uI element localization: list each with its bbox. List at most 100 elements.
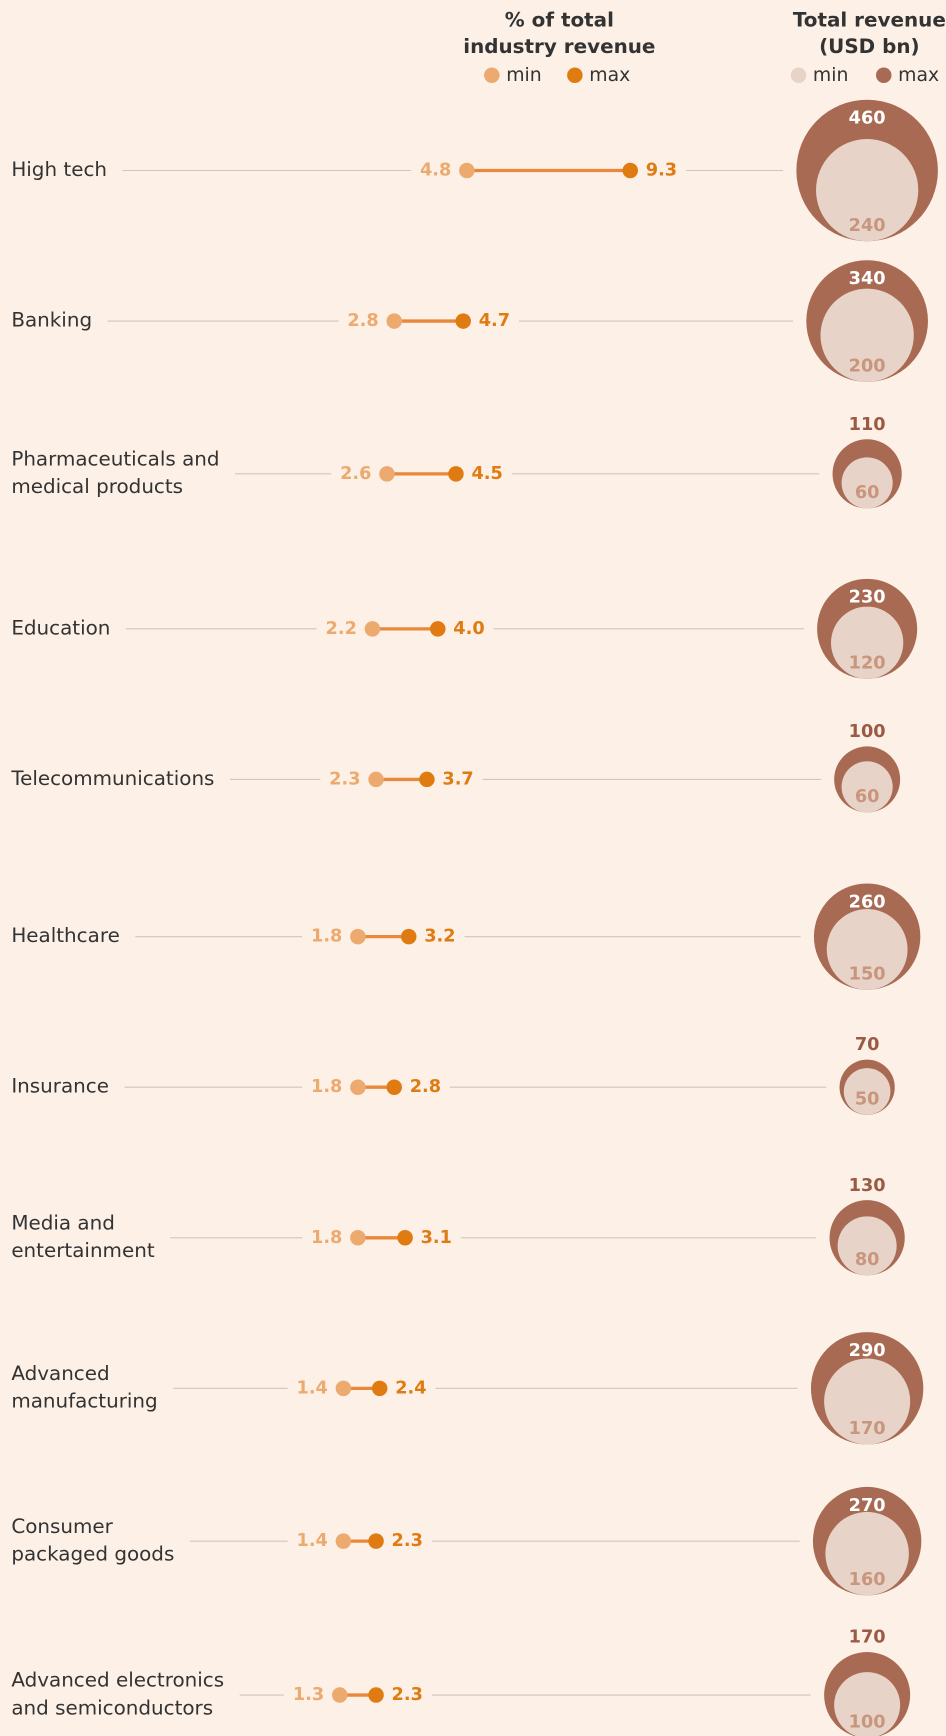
category-label: Education	[11, 616, 110, 639]
value-label: 2.3	[392, 1685, 423, 1705]
revenue-max-label: 290	[849, 1341, 886, 1361]
min-dot	[364, 621, 381, 637]
min-dot	[331, 1687, 348, 1703]
category-label: entertainment	[11, 1239, 155, 1262]
value-label: 3.7	[442, 769, 473, 789]
value-label: 1.8	[311, 1077, 342, 1097]
max-dot	[419, 771, 435, 788]
revenue-min-bubble	[837, 1216, 897, 1276]
category-label: and semiconductors	[11, 1696, 213, 1719]
revenue-min-label: 160	[849, 1570, 886, 1590]
category-label: packaged goods	[11, 1542, 174, 1565]
revenue-min-bubble	[843, 1068, 891, 1115]
revenue-min-bubble	[820, 288, 914, 382]
max-dot	[400, 928, 417, 945]
category-label: Advanced	[11, 1362, 109, 1385]
legend-marker	[484, 67, 500, 84]
category-label: Consumer	[11, 1515, 113, 1538]
revenue-max-label: 270	[849, 1496, 886, 1516]
category-label: Insurance	[11, 1075, 109, 1098]
value-label: 2.8	[347, 311, 378, 331]
min-dot	[350, 928, 366, 945]
revenue-min-bubble	[841, 457, 893, 509]
category-label: Telecommunications	[10, 767, 214, 790]
pct-title: % of total	[505, 9, 614, 32]
revenue-min-bubble	[831, 606, 904, 679]
category-label: High tech	[11, 158, 107, 181]
revenue-min-bubble	[825, 1511, 909, 1596]
legend-marker	[790, 67, 807, 84]
revenue-min-label: 80	[855, 1250, 880, 1270]
value-label: 3.1	[421, 1228, 452, 1248]
revenue-max-label: 340	[849, 269, 886, 289]
legend-label: min	[506, 65, 541, 86]
value-label: 3.2	[424, 927, 455, 947]
revenue-title: (USD bn)	[819, 35, 920, 58]
revenue-max-label: 460	[849, 109, 886, 129]
value-label: 4.0	[453, 619, 484, 639]
min-dot	[335, 1533, 352, 1549]
max-dot	[368, 1533, 384, 1549]
max-dot	[448, 466, 464, 482]
min-dot	[459, 162, 475, 179]
value-label: 1.4	[297, 1531, 328, 1551]
revenue-max-label: 170	[849, 1628, 886, 1648]
max-dot	[455, 313, 471, 329]
revenue-min-label: 60	[855, 787, 880, 807]
value-label: 2.3	[329, 769, 360, 789]
legend-marker	[876, 67, 892, 84]
legend-label: max	[589, 65, 630, 86]
revenue-max-label: 70	[855, 1035, 880, 1055]
revenue-min-label: 60	[855, 483, 880, 503]
category-label: Media and	[11, 1211, 115, 1234]
max-dot	[622, 162, 639, 179]
value-label: 4.5	[471, 464, 502, 484]
category-label: Pharmaceuticals and	[11, 448, 219, 471]
revenue-min-label: 240	[849, 216, 886, 236]
value-label: 2.4	[395, 1378, 426, 1398]
revenue-min-bubble	[826, 909, 908, 990]
min-dot	[350, 1230, 366, 1246]
category-label: Advanced electronics	[11, 1669, 224, 1692]
min-dot	[379, 466, 395, 482]
legend-label: max	[898, 65, 939, 86]
max-dot	[397, 1230, 413, 1246]
revenue-min-label: 150	[849, 964, 886, 984]
revenue-max-label: 130	[849, 1176, 886, 1196]
revenue-min-bubble	[834, 1672, 901, 1736]
value-label: 4.8	[420, 160, 451, 180]
max-dot	[368, 1687, 384, 1703]
value-label: 1.3	[293, 1685, 324, 1705]
revenue-max-label: 260	[849, 892, 886, 912]
max-dot	[430, 621, 446, 637]
min-dot	[368, 771, 384, 788]
legend-label: min	[813, 65, 848, 86]
revenue-max-label: 230	[849, 588, 886, 608]
revenue-min-bubble	[824, 1358, 911, 1445]
legend-marker	[567, 67, 583, 84]
category-label: medical products	[11, 475, 183, 498]
revenue-min-label: 50	[855, 1089, 880, 1109]
revenue-min-label: 170	[849, 1419, 886, 1439]
max-dot	[371, 1380, 388, 1397]
value-label: 2.3	[392, 1531, 423, 1551]
pct-title: industry revenue	[463, 35, 655, 58]
revenue-max-label: 100	[849, 722, 886, 742]
value-label: 2.8	[410, 1077, 441, 1097]
value-label: 1.8	[311, 1228, 342, 1248]
category-label: manufacturing	[11, 1390, 157, 1413]
min-dot	[350, 1079, 366, 1095]
revenue-title: Total revenue	[793, 9, 946, 32]
max-dot	[386, 1079, 402, 1095]
category-label: Banking	[11, 309, 92, 332]
revenue-min-label: 120	[849, 653, 886, 673]
revenue-max-label: 110	[849, 415, 886, 435]
min-dot	[335, 1380, 352, 1397]
value-label: 1.4	[297, 1378, 328, 1398]
revenue-min-label: 100	[849, 1713, 886, 1733]
value-label: 9.3	[646, 160, 677, 180]
value-label: 2.2	[326, 619, 357, 639]
category-label: Healthcare	[11, 924, 120, 947]
revenue-min-bubble	[841, 761, 893, 813]
